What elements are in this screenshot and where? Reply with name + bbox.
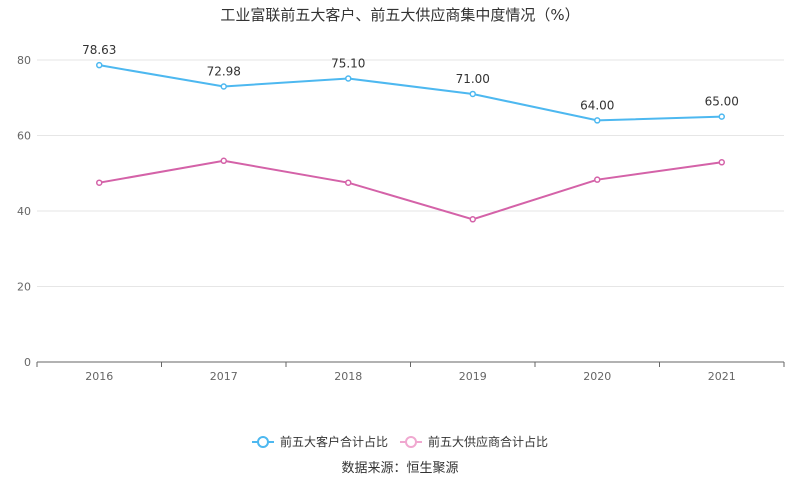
- y-axis-ticks: 0 20 40 60 80: [17, 54, 31, 369]
- y-tick-label: 40: [17, 205, 31, 218]
- data-label: 71.00: [456, 72, 490, 86]
- y-tick-label: 20: [17, 281, 31, 294]
- data-label: 64.00: [580, 98, 614, 112]
- data-point: [718, 113, 725, 120]
- data-point: [220, 157, 227, 165]
- x-tick-label: 2017: [210, 370, 238, 383]
- series-line: [99, 159, 722, 221]
- data-point: [469, 90, 476, 98]
- legend-label: 前五大供应商合计占比: [428, 434, 548, 449]
- x-tick-label: 2020: [583, 370, 611, 383]
- series-1: [96, 157, 725, 223]
- legend-label: 前五大客户合计占比: [280, 434, 388, 449]
- x-tick-label: 2016: [85, 370, 113, 383]
- data-point: [96, 61, 103, 69]
- x-tick-label: 2019: [459, 370, 487, 383]
- series-group: 78.63 72.98 75.10 71.00 64.00 65.00: [82, 43, 739, 223]
- y-tick-label: 80: [17, 54, 31, 67]
- legend-swatch-marker: [257, 436, 269, 448]
- legend-item-0: 前五大客户合计占比: [252, 434, 388, 449]
- data-point: [345, 179, 352, 186]
- legend-swatch-marker: [405, 436, 417, 448]
- y-tick-label: 0: [24, 356, 31, 369]
- grid: [37, 59, 784, 287]
- series-line: [99, 64, 722, 122]
- legend-item-1: 前五大供应商合计占比: [400, 434, 548, 449]
- data-point: [469, 216, 476, 223]
- data-label: 65.00: [705, 95, 739, 109]
- source-note: 数据来源：恒生聚源: [341, 461, 458, 476]
- data-point: [594, 117, 601, 124]
- data-point: [220, 83, 227, 90]
- data-label: 78.63: [82, 43, 116, 57]
- data-label: 72.98: [207, 65, 241, 79]
- data-point: [96, 179, 103, 186]
- data-point: [594, 176, 601, 183]
- x-tick-label: 2021: [708, 370, 736, 383]
- data-point: [345, 75, 352, 82]
- data-label: 75.10: [331, 56, 365, 70]
- chart-title: 工业富联前五大客户、前五大供应商集中度情况（%）: [220, 6, 579, 24]
- legend: 前五大客户合计占比 前五大供应商合计占比: [252, 434, 548, 449]
- series-0: 78.63 72.98 75.10 71.00 64.00 65.00: [82, 43, 739, 124]
- data-point: [718, 159, 725, 166]
- y-tick-label: 60: [17, 130, 31, 143]
- x-axis-ticks: 2016 2017 2018 2019 2020 2021: [36, 362, 785, 383]
- x-tick-label: 2018: [334, 370, 362, 383]
